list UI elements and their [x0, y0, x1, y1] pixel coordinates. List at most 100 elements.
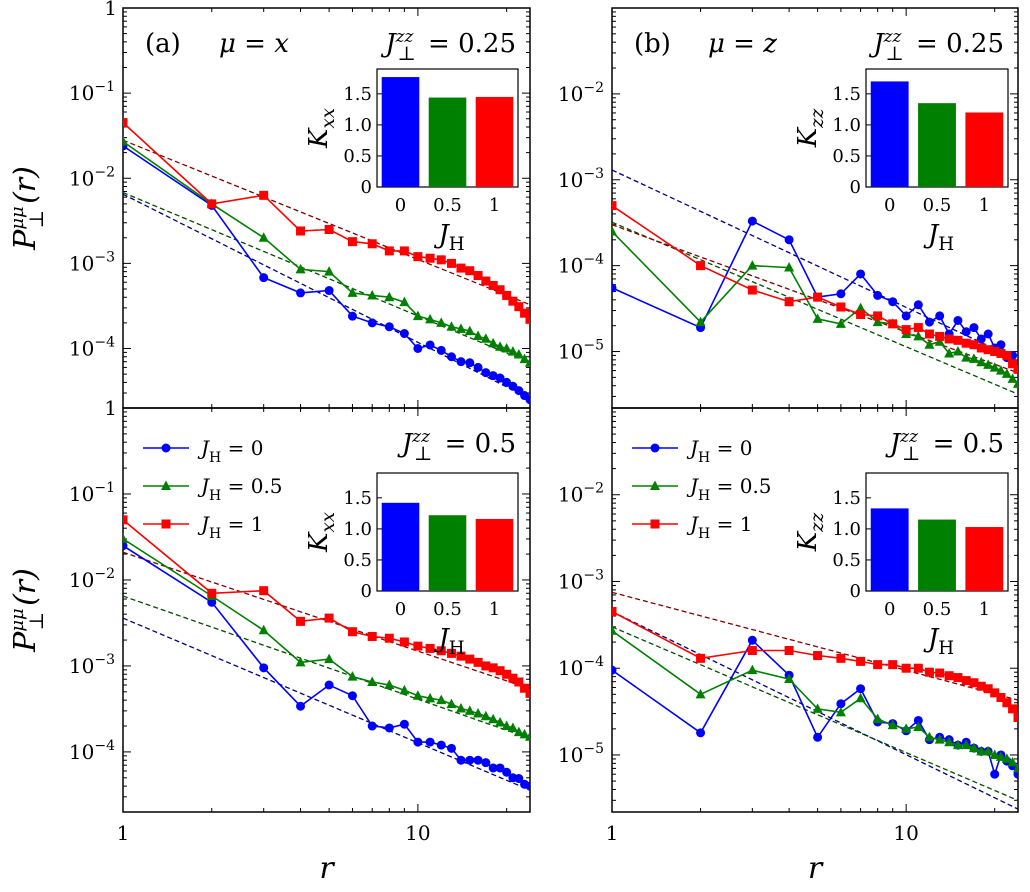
data-point — [969, 678, 979, 688]
data-point — [123, 541, 128, 551]
data-point — [913, 323, 923, 333]
data-point — [944, 334, 954, 344]
y-tick-base: 10 — [69, 654, 94, 678]
y-tick-exp: −2 — [583, 80, 604, 96]
data-point — [455, 323, 466, 333]
panel-label: (b) — [634, 29, 671, 59]
label-part: = 1 — [221, 512, 263, 536]
data-point — [990, 688, 1000, 698]
data-point — [207, 588, 217, 598]
data-point — [855, 302, 866, 313]
data-point — [481, 661, 491, 671]
label-part: K — [304, 531, 334, 553]
data-point — [996, 692, 1006, 702]
panel-title: μ = z — [708, 29, 777, 59]
data-point — [612, 283, 617, 293]
data-point — [976, 334, 986, 344]
data-point — [324, 653, 335, 664]
label-part: = 0.25 — [908, 29, 1004, 59]
data-point — [924, 329, 934, 339]
y-tick-exp: −2 — [583, 481, 604, 497]
y-tick-label: 10−4 — [558, 252, 604, 278]
y-tick-label: 1 — [104, 396, 117, 420]
data-point — [872, 713, 883, 723]
inset-y-tick-label: 0.5 — [832, 550, 861, 571]
data-point — [295, 263, 306, 274]
data-point — [501, 720, 512, 731]
data-point — [996, 348, 1006, 358]
data-point — [123, 136, 128, 146]
data-point — [901, 663, 911, 673]
label-part: J — [868, 29, 885, 59]
fit-line — [612, 221, 1018, 395]
data-point — [456, 357, 466, 367]
data-point — [465, 654, 475, 664]
data-point — [913, 300, 923, 310]
data-point — [525, 781, 530, 791]
data-point — [473, 755, 483, 765]
data-point — [995, 751, 1006, 761]
label-part: H — [449, 234, 465, 255]
inset-ylabel-group: Kxx — [304, 108, 339, 149]
label-part: zz — [807, 512, 828, 533]
data-point — [836, 289, 846, 299]
legend-label: JH = 0 — [686, 436, 752, 466]
data-point — [412, 690, 423, 700]
data-point — [436, 317, 447, 327]
data-point — [934, 336, 945, 346]
label-part: zz — [899, 426, 918, 446]
label-part: ⊥ — [414, 442, 432, 465]
data-point — [901, 723, 912, 733]
data-point — [1007, 756, 1018, 767]
inset-bar — [381, 77, 420, 187]
inset-y-tick-label: 1.0 — [343, 519, 372, 540]
title-var: μ — [219, 29, 236, 59]
plot-frame — [122, 7, 531, 409]
inset-x-tick-label: 1 — [979, 195, 990, 216]
data-point — [324, 266, 335, 276]
data-point — [944, 347, 955, 358]
y-tick-base: 10 — [558, 254, 583, 278]
data-point — [399, 684, 410, 695]
inset-x-tick-label: 0.5 — [433, 195, 462, 216]
data-point — [413, 737, 423, 747]
data-point — [425, 643, 435, 653]
data-point — [207, 199, 217, 209]
data-point — [507, 722, 518, 732]
inset-bar — [475, 96, 514, 187]
data-point — [952, 346, 963, 356]
y-tick-base: 10 — [69, 740, 94, 764]
data-point — [784, 673, 795, 684]
data-point — [384, 246, 394, 256]
data-point — [696, 653, 706, 663]
inset-y-tick-label: 0 — [361, 177, 372, 198]
data-point — [983, 684, 993, 694]
y-tick-label: 10−2 — [69, 164, 115, 190]
data-point — [612, 225, 617, 236]
data-point — [995, 365, 1006, 375]
data-point — [259, 663, 269, 673]
data-point — [347, 311, 357, 321]
data-point — [952, 739, 963, 750]
data-point — [968, 742, 979, 753]
data-point — [1008, 704, 1018, 714]
data-point — [347, 627, 357, 637]
data-point — [347, 237, 357, 247]
label-part: = 0.5 — [436, 429, 516, 459]
label-part: = 0.25 — [420, 29, 516, 59]
data-point — [502, 290, 512, 300]
coupling-annotation: Jzz ⊥ = 0.25 — [380, 26, 516, 65]
label-part: J — [686, 436, 699, 460]
y-tick-label: 1 — [104, 0, 117, 20]
data-point — [924, 317, 934, 327]
data-point — [983, 359, 994, 369]
y-tick-exp: −3 — [94, 249, 115, 265]
label-part: K — [304, 127, 334, 149]
data-point — [446, 258, 456, 268]
y-tick-exp: −3 — [583, 567, 604, 583]
data-point — [935, 331, 945, 341]
inset-bar — [428, 97, 467, 187]
